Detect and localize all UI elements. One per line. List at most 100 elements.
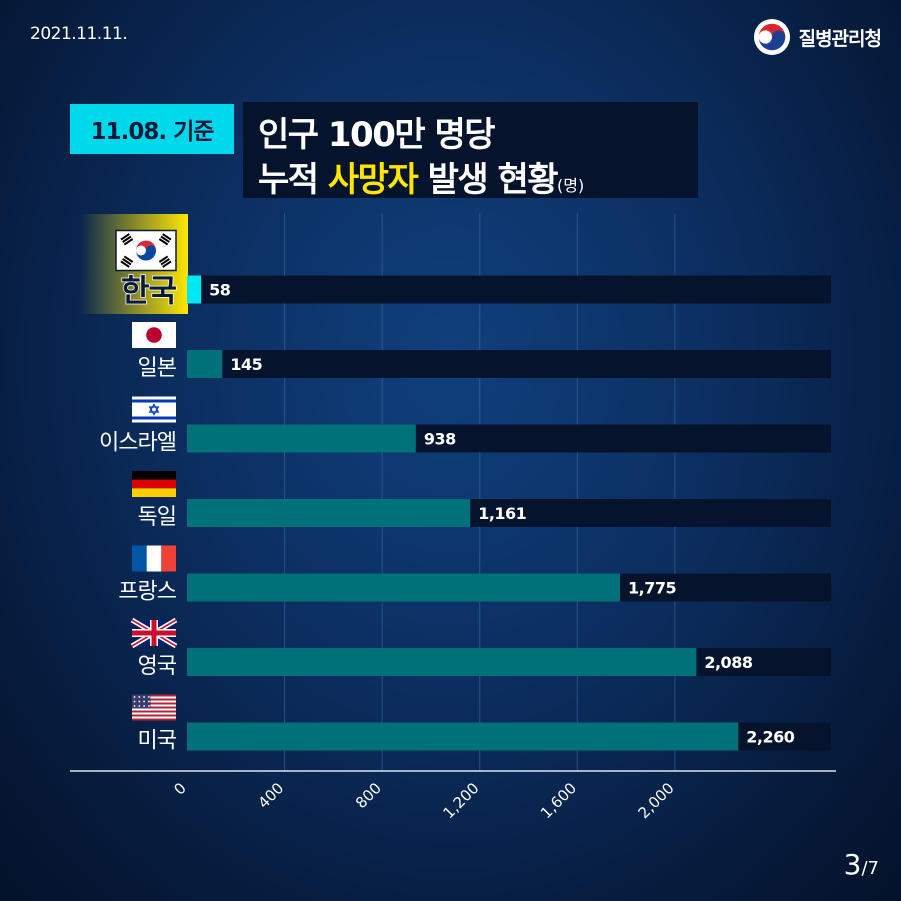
flag-canton: [132, 694, 151, 709]
page-total: /7: [861, 858, 879, 879]
flag-star: [143, 700, 145, 703]
flag-trigram-bar: [158, 238, 169, 246]
flag-trigram: [120, 255, 134, 268]
flag-stripe: [132, 479, 176, 489]
flag-star: [138, 696, 141, 698]
value-label: 2,260: [746, 728, 794, 747]
flag-stripe: [132, 545, 147, 572]
title-highlight: 사망자: [327, 160, 419, 200]
bar-usa: [187, 722, 739, 751]
bar-track: [187, 275, 831, 304]
flag-star: [148, 406, 160, 416]
title-box: [243, 102, 698, 198]
bar-korea: [187, 275, 202, 304]
flag-stripe: [132, 702, 176, 705]
flag-trigram: [158, 233, 172, 246]
title-line-2-suffix: 발생 현황: [417, 160, 559, 200]
flag-stripe: [132, 710, 176, 713]
bar-france: [187, 573, 620, 602]
flag-taegeuk-blue: [136, 245, 156, 261]
page-current: 3: [843, 848, 862, 881]
x-tick-label: 0: [170, 779, 189, 798]
flag-trigram-bar: [122, 235, 132, 243]
flag-trigram-bar: [120, 233, 130, 241]
bar-germany: [187, 499, 471, 527]
category-label: 미국: [138, 729, 177, 754]
flag-star: [148, 696, 150, 698]
flag-stripe: [146, 545, 162, 572]
flag-cross-red: [132, 630, 176, 636]
flag-star: [133, 700, 136, 703]
flag-trigram: [120, 233, 134, 246]
usa-flag: [132, 694, 176, 721]
title-line-1: 인구 100만 명당: [258, 115, 496, 155]
flag-stripe: [132, 700, 176, 703]
flag-stripe: [132, 698, 176, 701]
agency-name: 질병관리청: [798, 27, 882, 50]
value-label: 1,161: [478, 504, 526, 523]
uk-flag: [130, 617, 178, 649]
x-tick-label: 2,000: [635, 779, 678, 822]
flag-star: [138, 705, 141, 707]
flag-star: [133, 696, 136, 698]
flag-stripe: [132, 718, 176, 721]
flag-star: [143, 696, 145, 698]
title-line-2-prefix: 누적: [258, 160, 328, 200]
value-label: 1,775: [628, 579, 676, 598]
flag-star: [148, 403, 160, 413]
value-label: 58: [209, 281, 231, 300]
x-tick-label: 400: [254, 779, 287, 812]
x-tick-label: 1,200: [439, 779, 482, 822]
flag-stripe: [132, 704, 176, 707]
flag-trigram-bar: [158, 255, 169, 263]
flag-trigram-bar: [162, 260, 172, 268]
agency-logo: 질병관리청: [753, 18, 882, 56]
flag-stripe: [132, 471, 176, 480]
flag-trigram-bar: [120, 260, 130, 268]
flag-stripe: [132, 694, 176, 697]
flag-trigram-bar: [123, 255, 134, 263]
category-label: 프랑스: [118, 580, 176, 605]
bar-track: [187, 350, 831, 378]
flag-stripe: [132, 708, 176, 711]
reference-date-tag: 11.08. 기준: [70, 104, 234, 154]
bar-uk: [187, 648, 697, 676]
flag-trigram-bar: [122, 258, 132, 266]
category-label: 한국: [121, 274, 177, 310]
korea-flag: [115, 229, 177, 272]
flag-stripe: [132, 714, 176, 717]
flag-trigram-bar: [123, 238, 134, 246]
category-label: 이스라엘: [99, 431, 176, 456]
flag-stripe: [132, 712, 176, 715]
flag-trigram-bar: [162, 233, 172, 241]
category-label: 영국: [138, 654, 177, 679]
flag-stripe: [132, 416, 176, 420]
flag-star: [148, 700, 150, 703]
japan-flag: [132, 322, 176, 348]
bar-japan: [187, 350, 223, 378]
israel-flag: [132, 396, 176, 423]
value-label: 2,088: [704, 653, 752, 672]
x-tick-label: 1,600: [537, 779, 580, 822]
flag-stripe: [132, 399, 176, 403]
flag-star: [138, 700, 141, 703]
flag-trigram-bar: [160, 235, 170, 243]
flag-stripe: [132, 706, 176, 709]
france-flag: [132, 545, 176, 572]
value-label: 145: [230, 355, 262, 374]
x-tick-label: 800: [352, 779, 385, 812]
flag-trigram: [158, 255, 172, 268]
flag-trigram-bar: [160, 258, 170, 266]
value-label: 938: [424, 430, 456, 449]
category-label: 일본: [138, 356, 177, 381]
flag-stripe: [161, 545, 176, 572]
title-line-2: 누적 사망자 발생 현황(명): [258, 152, 584, 201]
page-indicator: 3/7: [844, 848, 879, 881]
flag-star: [148, 705, 150, 707]
flag-star: [133, 705, 136, 707]
germany-flag: [132, 471, 176, 497]
category-label: 독일: [138, 505, 176, 530]
title-unit: (명): [557, 176, 585, 195]
flag-sun: [146, 327, 162, 343]
